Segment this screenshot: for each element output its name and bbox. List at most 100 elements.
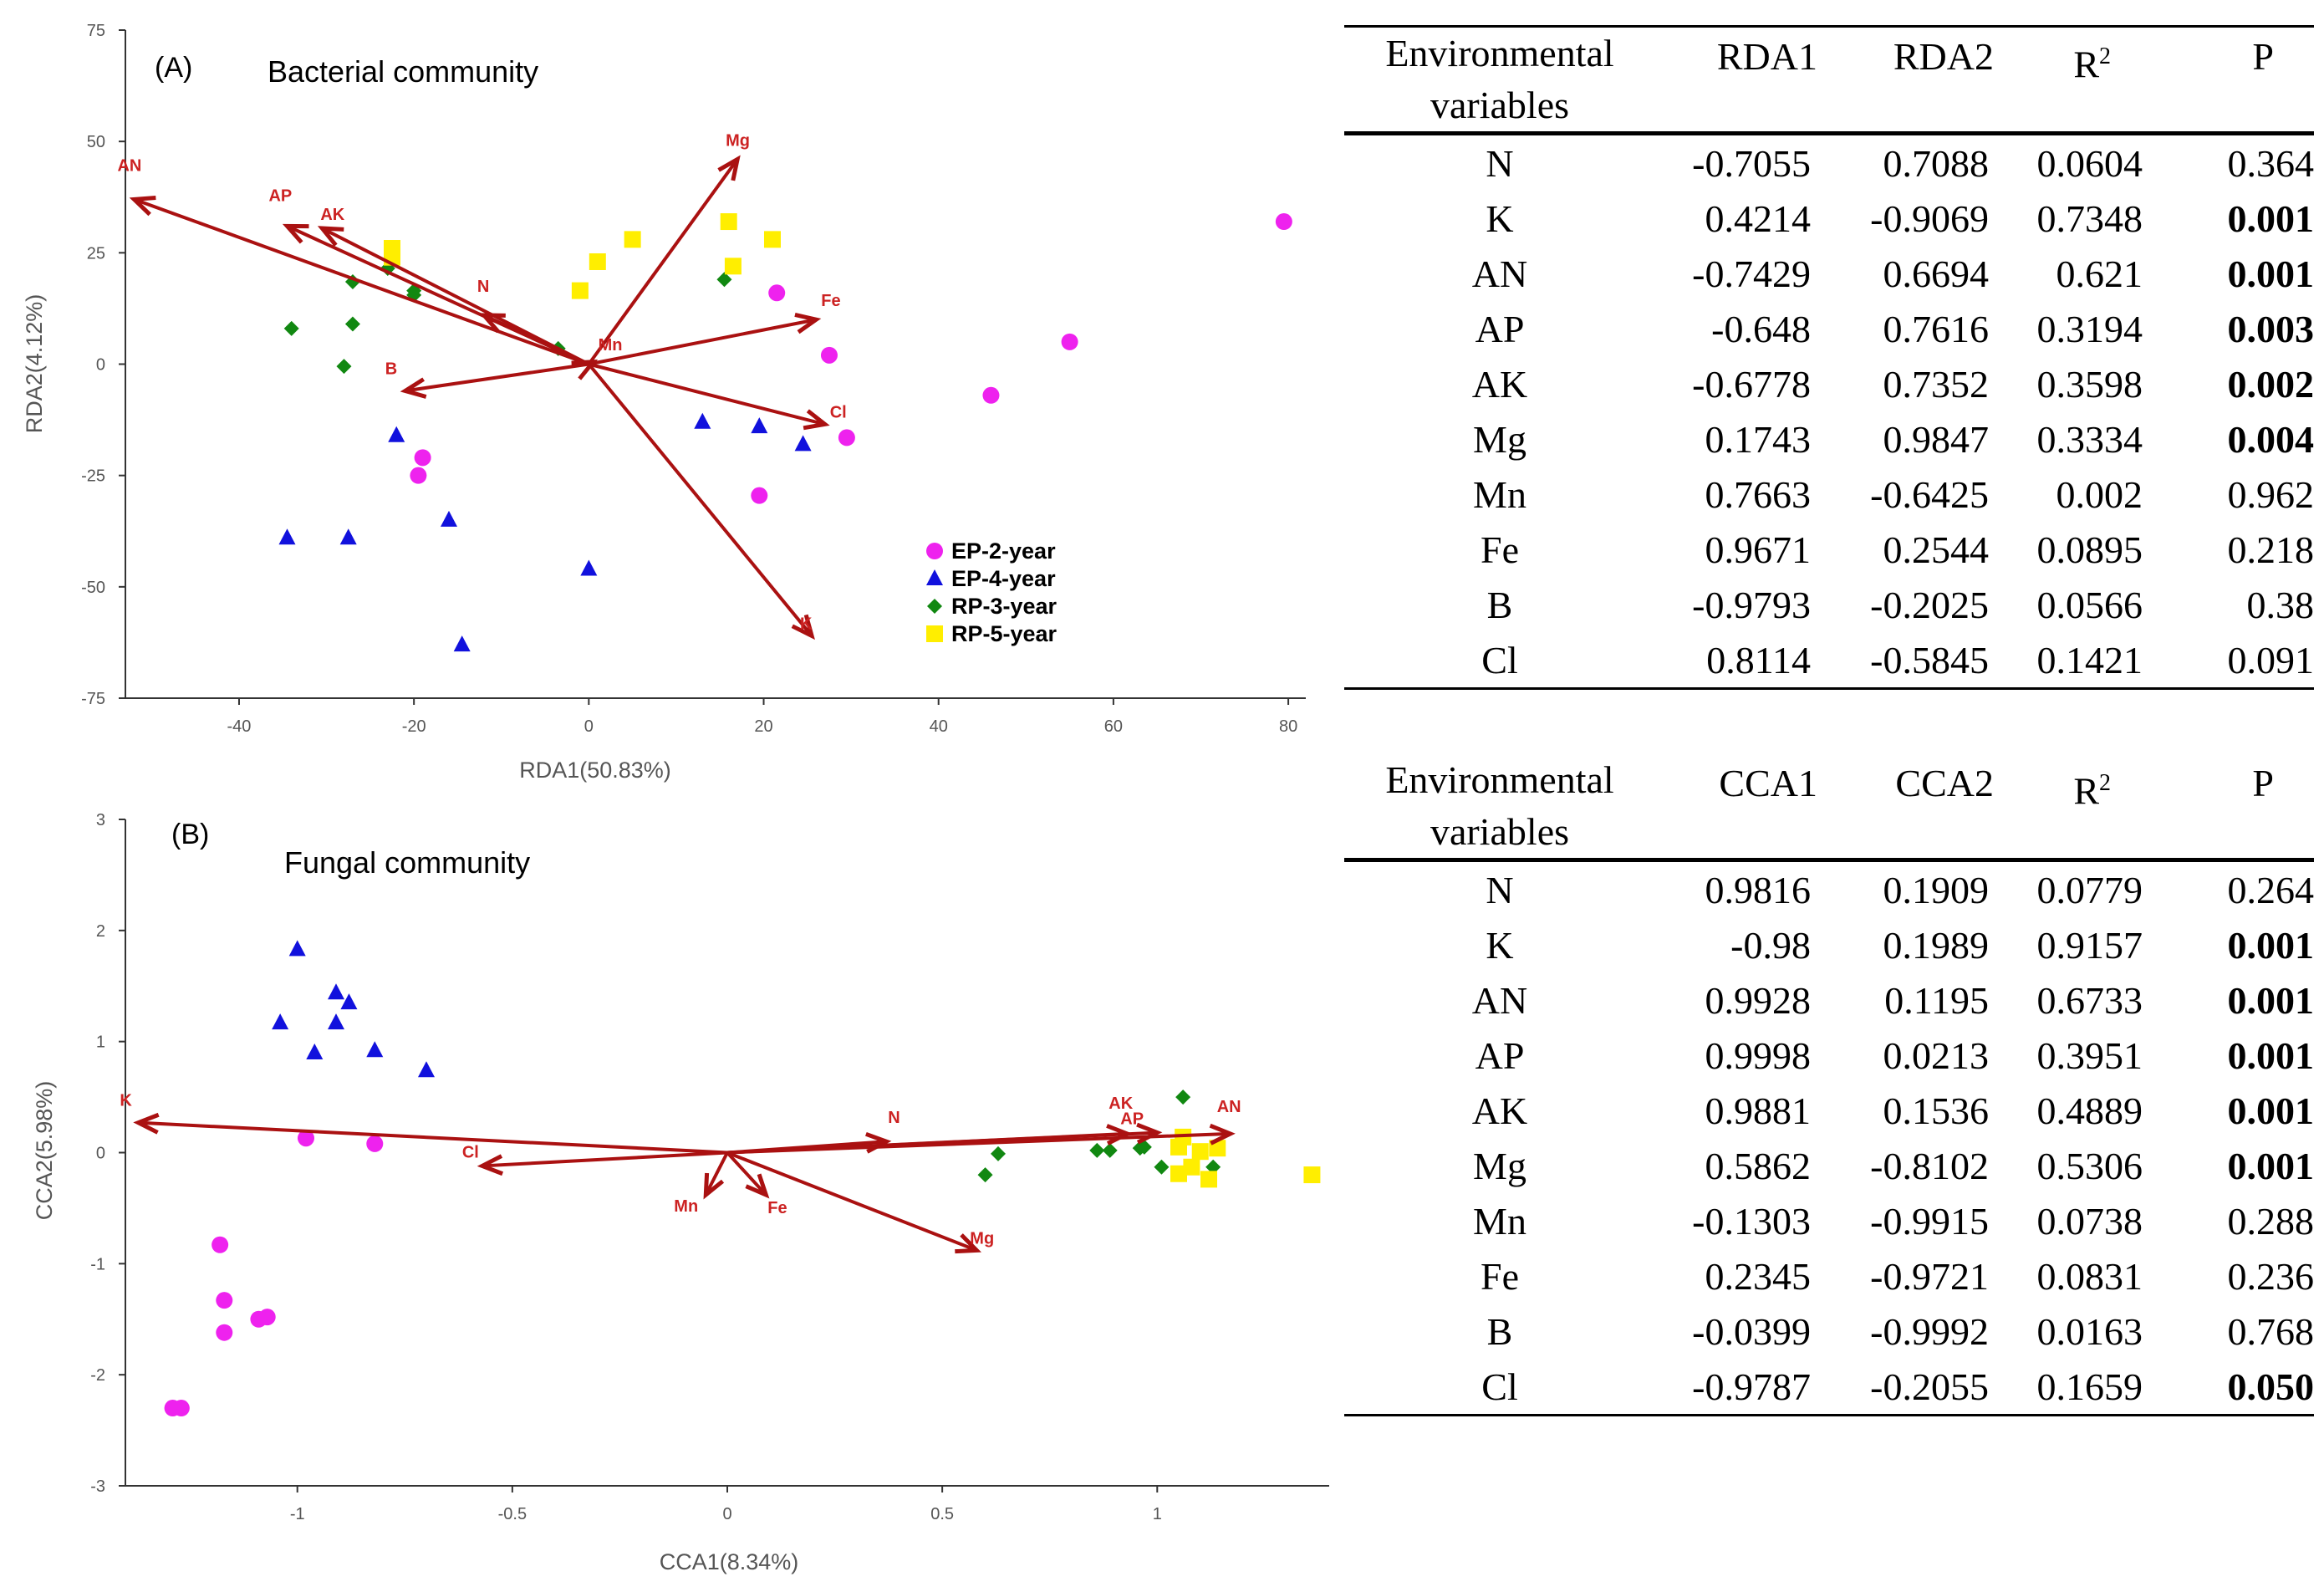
arrow-label: AP <box>268 186 292 205</box>
axis2-cell: -0.9915 <box>1870 1199 1989 1242</box>
p-cell: 0.218 <box>2227 528 2315 571</box>
axis1-cell: 0.9671 <box>1705 528 1812 571</box>
p-cell: 0.004 <box>2227 417 2315 461</box>
data-point <box>283 320 299 336</box>
axis1-cell: -0.7055 <box>1692 141 1811 185</box>
data-point <box>288 940 306 957</box>
arrowhead <box>129 196 156 217</box>
data-point <box>216 1292 233 1309</box>
axis1-cell: 0.5862 <box>1705 1144 1812 1187</box>
r2-cell: 0.0779 <box>2036 868 2143 911</box>
p-cell: 0.050 <box>2153 1359 2314 1416</box>
p-cell: 0.001 <box>2227 1144 2315 1187</box>
legend-label: RP-5-year <box>951 621 1058 646</box>
table-row: Cl 0.8114 -0.5845 0.1421 0.091 <box>1344 632 2314 690</box>
variable-cell: Cl <box>1344 632 1655 690</box>
r2-cell: 0.3194 <box>2036 307 2143 350</box>
y-tick-label: -2 <box>90 1366 105 1385</box>
table-row: Fe 0.2345 -0.9721 0.0831 0.236 <box>1344 1248 2314 1304</box>
arrow-label: Mg <box>726 131 750 150</box>
p-cell: 0.001 <box>2227 978 2315 1022</box>
table-row: AN 0.9928 0.1195 0.6733 0.001 <box>1344 972 2314 1028</box>
arrowhead <box>479 313 506 334</box>
data-point <box>306 1043 324 1059</box>
x-tick-label: 80 <box>1279 717 1297 736</box>
p-cell: 0.091 <box>2153 632 2314 690</box>
data-point <box>820 346 838 364</box>
data-point <box>414 449 431 467</box>
variable-cell: K <box>1486 923 1514 967</box>
data-point <box>982 386 1000 404</box>
table-row: Mg 0.5862 -0.8102 0.5306 0.001 <box>1344 1138 2314 1193</box>
p-cell: 0.288 <box>2227 1199 2315 1242</box>
data-point <box>366 1041 384 1058</box>
p-cell: 0.002 <box>2227 362 2315 406</box>
r2-cell: 0.9157 <box>2036 923 2143 967</box>
panel-b-tag: (B) <box>171 819 209 850</box>
data-point <box>991 1146 1006 1161</box>
panel-a-title: Bacterial community <box>268 54 538 89</box>
header-cca2: CCA2 <box>1817 754 1994 862</box>
data-point <box>1170 1165 1187 1182</box>
y-tick-label: 50 <box>87 133 105 151</box>
variable-cell: Mn <box>1473 1199 1526 1242</box>
r2-cell: 0.3598 <box>2036 362 2143 406</box>
arrowhead <box>282 223 309 244</box>
axis1-cell: 0.9816 <box>1705 868 1812 911</box>
p-cell: 0.264 <box>2227 868 2315 911</box>
p-cell: 0.364 <box>2227 141 2315 185</box>
y-tick-label: -50 <box>81 579 105 597</box>
arrowhead <box>703 1172 725 1200</box>
variable-cell: AP <box>1475 1033 1525 1077</box>
arrow-label: AK <box>320 206 344 224</box>
data-point <box>418 1061 435 1078</box>
table-row: Fe 0.9671 0.2544 0.0895 0.218 <box>1344 522 2314 577</box>
r2-cell: 0.7348 <box>2036 196 2143 240</box>
series-EP-4-year <box>272 940 435 1078</box>
variable-cell: B <box>1486 583 1513 626</box>
r2-cell: 0.0738 <box>2036 1199 2143 1242</box>
variable-cell: Mn <box>1473 472 1526 516</box>
table-row: Mn -0.1303 -0.9915 0.0738 0.288 <box>1344 1193 2314 1248</box>
data-point <box>580 559 598 576</box>
data-point <box>328 1013 344 1030</box>
data-point <box>1183 1158 1200 1176</box>
data-point <box>344 316 360 332</box>
biplot-arrows: AN AP AK N B Mg Fe Mn Cl K <box>117 131 847 640</box>
axis1-cell: 0.9881 <box>1705 1089 1812 1132</box>
data-point <box>272 1013 289 1030</box>
axis2-cell: 0.7088 <box>1883 141 1990 185</box>
data-point <box>1061 333 1078 350</box>
variable-cell: Cl <box>1344 1359 1655 1416</box>
arrow-label: Cl <box>830 403 847 421</box>
table-row: AN -0.7429 0.6694 0.621 0.001 <box>1344 246 2314 301</box>
axis1-cell: 0.2345 <box>1705 1254 1812 1298</box>
cca-correlation-table: Environmental variables CCA1 CCA2 R2 P N 0… <box>1344 754 2314 1416</box>
arrowhead <box>791 614 815 640</box>
cca-fungal-plot: (B) Fungal community CCA1(8.34%) CCA2(5.… <box>32 811 1329 1574</box>
data-point <box>571 282 589 299</box>
arrow-label: Mn <box>599 336 623 355</box>
y-tick-label: 0 <box>96 1145 105 1163</box>
arrow-mg <box>587 158 739 365</box>
arrowhead <box>571 360 599 380</box>
axis2-cell: -0.2025 <box>1870 583 1989 626</box>
table-row: AP -0.648 0.7616 0.3194 0.003 <box>1344 301 2314 356</box>
variable-cell: Mg <box>1473 1144 1526 1187</box>
arrow-cl <box>482 1151 728 1168</box>
data-point <box>720 213 737 231</box>
r2-cell: 0.5306 <box>2036 1144 2143 1187</box>
y-axis-label: RDA2(4.12%) <box>22 294 47 434</box>
axis2-cell: 0.6694 <box>1883 252 1990 295</box>
data-point <box>298 1130 314 1147</box>
variable-cell: B <box>1486 1309 1513 1353</box>
axis1-cell: -0.6778 <box>1692 362 1811 406</box>
data-point <box>1089 1142 1105 1158</box>
axis2-cell: -0.2055 <box>1817 1359 1994 1416</box>
arrowhead <box>400 377 427 399</box>
r2-cell: 0.1659 <box>1994 1359 2153 1416</box>
y-axis-label: CCA2(5.98%) <box>32 1081 57 1221</box>
variable-cell: N <box>1486 868 1514 911</box>
table-row: B -0.9793 -0.2025 0.0566 0.38 <box>1344 577 2314 632</box>
y-tick-label: 3 <box>96 811 105 829</box>
